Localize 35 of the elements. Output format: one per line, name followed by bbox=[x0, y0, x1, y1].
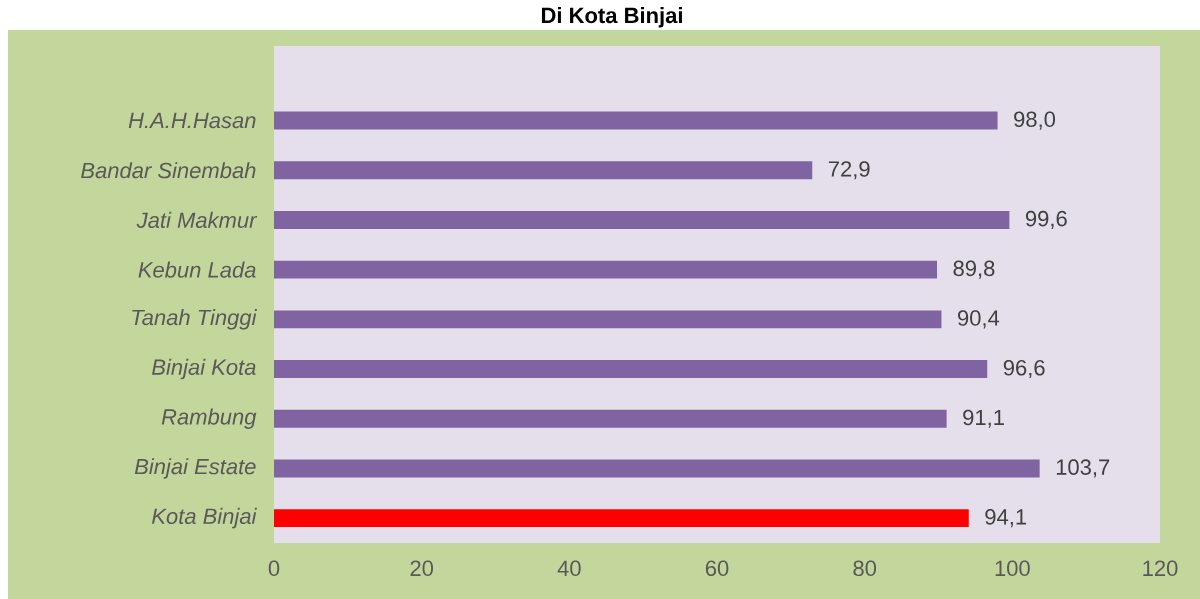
x-tick-label: 80 bbox=[853, 560, 877, 577]
bar bbox=[274, 509, 969, 528]
x-tick-label: 20 bbox=[410, 560, 434, 577]
y-tick-label: Jati Makmur bbox=[136, 211, 258, 229]
bar bbox=[274, 360, 988, 378]
bar bbox=[274, 111, 998, 130]
bar bbox=[274, 260, 938, 279]
bar bbox=[274, 161, 813, 180]
data-label: 98,0 bbox=[1014, 111, 1056, 130]
y-tick-label: Binjai Kota bbox=[151, 358, 256, 380]
y-tick-label: Bandar Sinembah bbox=[81, 162, 256, 179]
y-tick-label: Kota Binjai bbox=[151, 507, 257, 529]
chart-title: Di Kota Binjai bbox=[541, 7, 682, 28]
bar bbox=[274, 310, 942, 329]
bar bbox=[274, 409, 947, 428]
y-tick-label: Binjai Estate bbox=[134, 458, 256, 479]
x-tick-label: 100 bbox=[995, 560, 1030, 577]
data-label: 91,1 bbox=[963, 409, 1004, 428]
data-label: 103,7 bbox=[1056, 459, 1110, 478]
x-tick-label: 0 bbox=[268, 560, 280, 577]
data-label: 72,9 bbox=[828, 161, 870, 180]
y-tick-label: Kebun Lada bbox=[138, 261, 256, 278]
y-tick-label: Rambung bbox=[161, 408, 257, 429]
data-label: 89,8 bbox=[953, 260, 995, 279]
y-tick-label: Tanah Tinggi bbox=[132, 309, 257, 330]
y-tick-label: H.A.H.Hasan bbox=[128, 112, 256, 129]
x-tick-label: 40 bbox=[557, 560, 581, 577]
bar bbox=[274, 211, 1010, 229]
data-label: 99,6 bbox=[1025, 210, 1067, 230]
x-tick-label: 60 bbox=[705, 560, 729, 577]
x-tick-label: 120 bbox=[1143, 560, 1178, 577]
data-label: 96,6 bbox=[1003, 359, 1045, 379]
data-label: 90,4 bbox=[958, 310, 1000, 329]
data-label: 94,1 bbox=[985, 509, 1027, 528]
bar bbox=[274, 459, 1040, 478]
